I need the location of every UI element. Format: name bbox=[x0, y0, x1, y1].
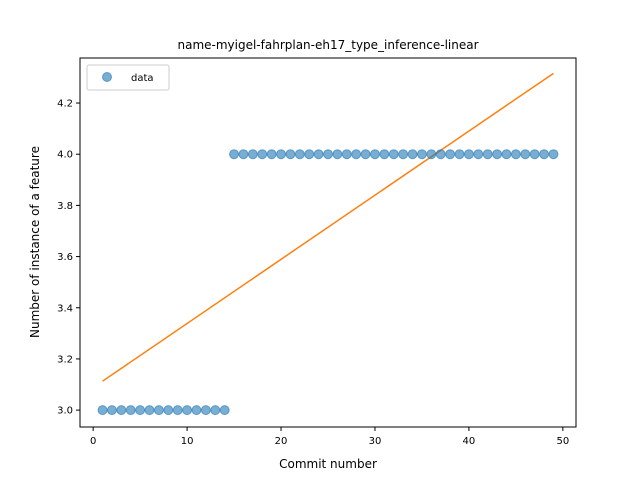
data-point bbox=[153, 405, 164, 416]
data-point bbox=[492, 149, 503, 160]
data-point bbox=[445, 149, 456, 160]
plot-area-background bbox=[80, 58, 576, 427]
x-tick-label: 30 bbox=[369, 436, 382, 447]
data-point bbox=[210, 405, 221, 416]
data-point bbox=[548, 149, 559, 160]
data-point bbox=[369, 149, 380, 160]
data-point bbox=[473, 149, 484, 160]
y-axis-ticks: 3.0 3.2 3.4 3.6 3.8 4.0 4.2 bbox=[57, 99, 80, 417]
y-tick-label: 3.8 bbox=[57, 201, 73, 212]
data-point bbox=[454, 149, 465, 160]
data-point bbox=[313, 149, 324, 160]
data-point bbox=[416, 149, 427, 160]
data-point bbox=[520, 149, 531, 160]
x-tick-label: 10 bbox=[181, 436, 194, 447]
data-point bbox=[200, 405, 211, 416]
data-point bbox=[426, 149, 437, 160]
data-point bbox=[172, 405, 183, 416]
data-point bbox=[323, 149, 333, 160]
data-points-layer bbox=[97, 149, 559, 416]
data-point bbox=[182, 405, 193, 416]
data-point bbox=[266, 149, 277, 160]
y-axis-label: Number of instance of a feature bbox=[28, 146, 42, 338]
data-point bbox=[341, 149, 352, 160]
legend-marker-data bbox=[102, 72, 112, 82]
x-tick-label: 0 bbox=[90, 436, 96, 447]
y-tick-label: 3.0 bbox=[57, 406, 73, 417]
data-point bbox=[229, 149, 240, 160]
x-tick-label: 40 bbox=[463, 436, 476, 447]
data-point bbox=[539, 149, 550, 160]
y-tick-label: 3.6 bbox=[57, 252, 73, 263]
data-point bbox=[276, 149, 287, 160]
y-tick-label: 4.2 bbox=[57, 99, 73, 110]
data-point bbox=[510, 149, 521, 160]
linear-fit-line bbox=[102, 72, 554, 382]
data-point bbox=[191, 405, 202, 416]
plot-frame bbox=[79, 57, 577, 428]
data-point bbox=[482, 149, 493, 160]
chart-title: name-myigel-fahrplan-eh17_type_inference… bbox=[177, 38, 478, 52]
fit-line-layer bbox=[102, 72, 554, 382]
data-point bbox=[294, 149, 305, 160]
data-point bbox=[106, 405, 117, 416]
data-point bbox=[135, 405, 146, 416]
data-point bbox=[247, 149, 258, 160]
data-point bbox=[407, 149, 418, 160]
x-tick-label: 50 bbox=[556, 436, 569, 447]
x-axis-label: Commit number bbox=[279, 457, 377, 471]
data-point bbox=[116, 405, 127, 416]
y-tick-label: 4.0 bbox=[57, 150, 73, 161]
legend: data bbox=[86, 64, 170, 91]
data-point bbox=[398, 149, 409, 160]
y-tick-label: 3.4 bbox=[57, 303, 73, 314]
x-tick-label: 20 bbox=[275, 436, 288, 447]
legend-label-data: data bbox=[131, 73, 154, 84]
data-point bbox=[219, 405, 230, 416]
data-point bbox=[285, 149, 296, 160]
data-point bbox=[257, 149, 268, 160]
y-tick-label: 3.2 bbox=[57, 354, 73, 365]
data-point bbox=[501, 149, 512, 160]
data-point bbox=[388, 149, 399, 160]
data-point bbox=[163, 405, 174, 416]
data-point bbox=[304, 149, 315, 160]
data-point bbox=[144, 405, 155, 416]
data-point bbox=[332, 149, 343, 160]
data-point bbox=[529, 149, 540, 160]
data-point bbox=[238, 149, 249, 160]
data-point bbox=[125, 405, 136, 416]
data-point bbox=[97, 405, 108, 416]
data-point bbox=[351, 149, 362, 160]
data-point bbox=[435, 149, 446, 160]
data-point bbox=[379, 149, 390, 160]
x-axis-ticks: 0 10 20 30 40 50 bbox=[90, 427, 569, 447]
legend-box bbox=[86, 64, 170, 91]
data-point bbox=[463, 149, 474, 160]
data-point bbox=[360, 149, 371, 160]
